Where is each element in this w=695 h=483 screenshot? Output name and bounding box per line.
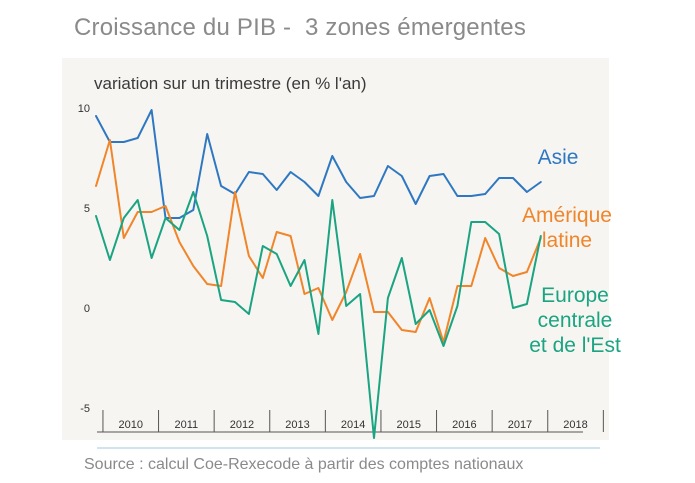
y-tick-label: 5: [84, 203, 90, 215]
x-tick-label: 2013: [285, 419, 309, 431]
x-tick-label: 2018: [563, 419, 587, 431]
axes: 10 5 0 -5 2010 2011 2012 2013 2014 2015 2016 2017 20…: [78, 103, 604, 449]
x-tick-label: 2011: [175, 419, 199, 431]
series-label: Europe: [541, 284, 609, 307]
series-line-asie: [95, 109, 542, 219]
series-lines: [95, 109, 542, 439]
source-note: Source : calcul Coe-Rexecode à partir de…: [84, 456, 524, 473]
series-line-europe-centrale: [95, 191, 542, 439]
chart-title: Croissance du PIB - 3 zones émergentes: [74, 14, 527, 41]
series-label: centrale: [538, 309, 613, 332]
x-tick-label: 2014: [341, 419, 365, 431]
y-tick-label: -5: [80, 403, 90, 415]
y-axis-subtitle: variation sur un trimestre (en % l'an): [94, 74, 367, 93]
x-tick-label: 2012: [230, 419, 254, 431]
x-tick-label: 2015: [397, 419, 421, 431]
x-tick-label: 2016: [452, 419, 476, 431]
y-tick-label: 0: [84, 303, 90, 315]
series-label: Asie: [538, 146, 579, 169]
series-label: latine: [542, 229, 592, 252]
x-tick-label: 2017: [508, 419, 532, 431]
series-label: et de l'Est: [529, 334, 621, 357]
series-line-amerique-latine: [95, 139, 542, 343]
series-label: Amérique: [522, 204, 612, 227]
y-tick-label: 10: [78, 103, 90, 115]
x-tick-label: 2010: [119, 419, 143, 431]
